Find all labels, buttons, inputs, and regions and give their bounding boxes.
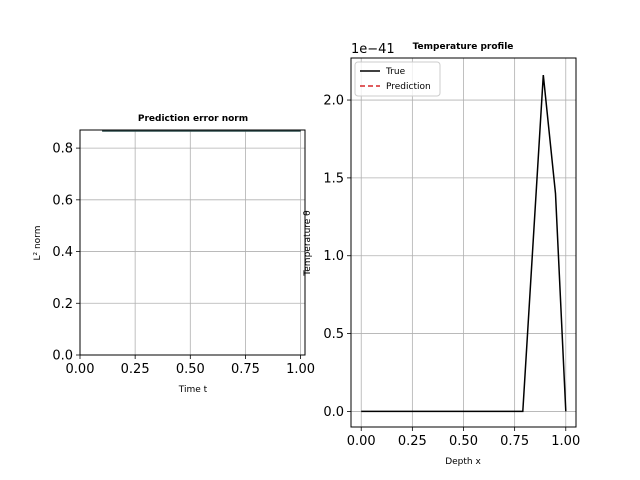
right-grid xyxy=(351,58,576,427)
right-ytick-label: 2.0 xyxy=(323,94,344,109)
error-norm-panel: Prediction error norm 0.00 0.25 0.50 0.75 1.… xyxy=(33,114,315,395)
right-xticks: 0.00 0.25 0.50 0.75 1.00 xyxy=(347,427,580,449)
left-title: Prediction error norm xyxy=(138,114,248,124)
right-offset-label: 1e−41 xyxy=(351,42,395,57)
legend-prediction-label: Prediction xyxy=(386,82,431,92)
right-ytick-label: 1.5 xyxy=(323,171,344,186)
temperature-panel: Temperature profile 1e−41 0.00 0.25 0.50 0.… xyxy=(303,42,580,467)
left-grid xyxy=(79,130,305,356)
left-ytick-label: 0.4 xyxy=(52,245,73,260)
right-xtick-label: 1.00 xyxy=(551,434,580,449)
right-ylabel: Temperature θ xyxy=(303,210,313,277)
left-ytick-label: 0.6 xyxy=(52,193,73,208)
right-xtick-label: 0.75 xyxy=(500,434,529,449)
right-title: Temperature profile xyxy=(413,42,514,52)
left-ytick-label: 0.0 xyxy=(52,349,73,364)
right-yticks: 0.0 0.5 1.0 1.5 2.0 xyxy=(323,94,351,420)
left-ylabel: L² norm xyxy=(33,225,43,260)
left-xtick-label: 0.25 xyxy=(121,362,150,377)
left-xtick-label: 0.50 xyxy=(176,362,205,377)
right-xtick-label: 0.50 xyxy=(449,434,478,449)
right-ytick-label: 1.0 xyxy=(323,249,344,264)
left-xtick-label: 0.00 xyxy=(66,362,95,377)
right-ytick-label: 0.0 xyxy=(323,405,344,420)
left-ytick-label: 0.2 xyxy=(52,297,73,312)
left-xtick-label: 1.00 xyxy=(286,362,315,377)
right-xtick-label: 0.00 xyxy=(347,434,376,449)
legend: True Prediction xyxy=(354,61,441,97)
left-xlabel: Time t xyxy=(178,385,208,395)
left-xtick-label: 0.75 xyxy=(231,362,260,377)
right-series xyxy=(361,75,567,413)
right-ytick-label: 0.5 xyxy=(323,327,344,342)
right-series-line-0 xyxy=(361,75,567,413)
left-ytick-label: 0.8 xyxy=(52,142,73,157)
left-plot-frame xyxy=(79,129,306,356)
left-xticks: 0.00 0.25 0.50 0.75 1.00 xyxy=(66,355,315,377)
left-yticks: 0.0 0.2 0.4 0.6 0.8 xyxy=(52,142,80,364)
legend-true-label: True xyxy=(385,67,406,77)
right-xtick-label: 0.25 xyxy=(398,434,427,449)
right-xlabel: Depth x xyxy=(445,457,481,467)
